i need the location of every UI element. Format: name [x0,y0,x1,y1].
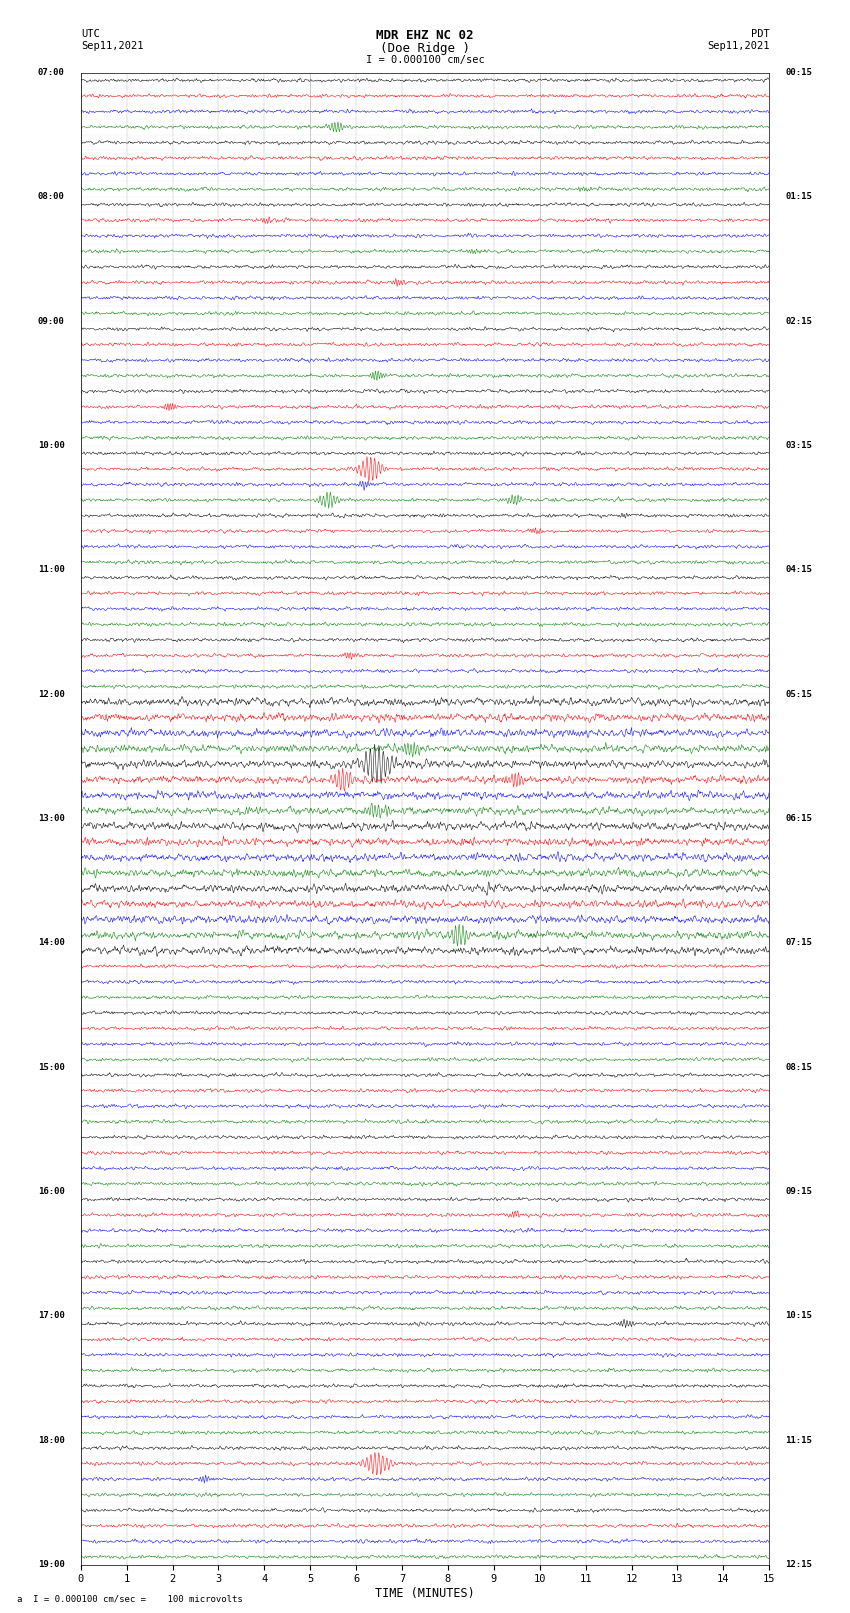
Text: 04:15: 04:15 [785,566,813,574]
Text: 11:15: 11:15 [785,1436,813,1445]
Text: 07:15: 07:15 [785,939,813,947]
Text: 10:15: 10:15 [785,1311,813,1321]
Text: 15:00: 15:00 [37,1063,65,1071]
Text: 19:00: 19:00 [37,1560,65,1569]
Text: 06:15: 06:15 [785,815,813,823]
X-axis label: TIME (MINUTES): TIME (MINUTES) [375,1587,475,1600]
Text: I = 0.000100 cm/sec: I = 0.000100 cm/sec [366,55,484,65]
Text: 13:00: 13:00 [37,815,65,823]
Text: 03:15: 03:15 [785,440,813,450]
Text: (Doe Ridge ): (Doe Ridge ) [380,42,470,55]
Text: 16:00: 16:00 [37,1187,65,1197]
Text: PDT
Sep11,2021: PDT Sep11,2021 [706,29,769,50]
Text: 14:00: 14:00 [37,939,65,947]
Text: 08:00: 08:00 [37,192,65,202]
Text: 09:00: 09:00 [37,316,65,326]
Text: 10:00: 10:00 [37,440,65,450]
Text: 07:00: 07:00 [37,68,65,77]
Text: 17:00: 17:00 [37,1311,65,1321]
Text: UTC
Sep11,2021: UTC Sep11,2021 [81,29,144,50]
Text: 18:00: 18:00 [37,1436,65,1445]
Text: 02:15: 02:15 [785,316,813,326]
Text: 00:15: 00:15 [785,68,813,77]
Text: 12:00: 12:00 [37,690,65,698]
Text: 09:15: 09:15 [785,1187,813,1197]
Text: MDR EHZ NC 02: MDR EHZ NC 02 [377,29,473,42]
Text: 01:15: 01:15 [785,192,813,202]
Text: 05:15: 05:15 [785,690,813,698]
Text: 08:15: 08:15 [785,1063,813,1071]
Text: 12:15: 12:15 [785,1560,813,1569]
Text: a  I = 0.000100 cm/sec =    100 microvolts: a I = 0.000100 cm/sec = 100 microvolts [17,1594,243,1603]
Text: 11:00: 11:00 [37,566,65,574]
